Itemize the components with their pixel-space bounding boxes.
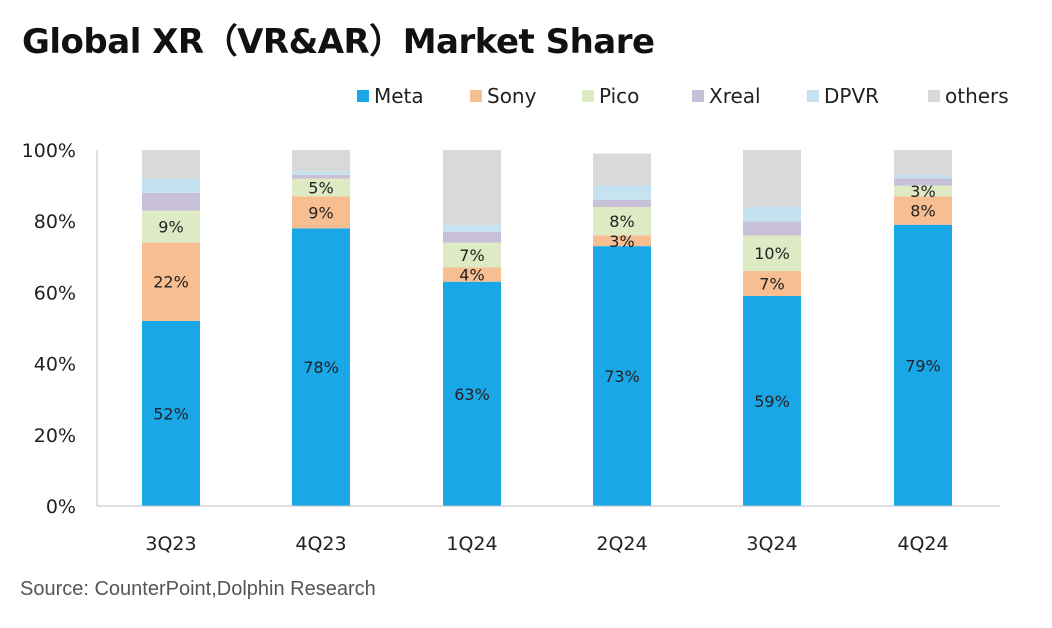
legend-item-dpvr: DPVR [807,84,879,108]
chart-title: Global XR（VR&AR）Market Share [22,22,655,62]
bar-segment-sony [894,196,952,225]
data-label-meta: 79% [905,356,941,375]
bar-segment-meta [443,281,501,506]
bar-segment-meta [593,246,651,506]
legend-label: DPVR [824,84,879,108]
bars: 52%22%9%78%9%5%63%4%7%73%3%8%59%7%10%79%… [142,150,952,506]
bar-segment-dpvr [593,185,651,200]
x-tick-label: 3Q23 [145,533,196,555]
bar-segment-pico [142,210,200,243]
bar-segment-pico [593,206,651,236]
legend-label: Sony [487,84,537,108]
bar-segment-others [292,150,350,172]
legend-label: Xreal [709,84,761,108]
legend-item-xreal: Xreal [692,84,761,108]
x-tick-label: 4Q23 [295,533,346,555]
legend-item-sony: Sony [470,84,537,108]
data-label-pico: 7% [459,246,484,265]
legend-swatch [357,90,369,102]
bar-segment-meta [292,228,350,506]
y-tick-label: 0% [46,496,76,518]
bar-stack-1q24: 63% 4%7% [443,150,501,506]
bar-segment-meta [894,224,952,506]
data-label-sony: 22% [153,273,189,292]
bar-segment-xreal [894,178,952,186]
legend-label: Meta [374,84,424,108]
y-axis: 0% 20% 40% 60% 80% 100% [22,140,98,518]
bar-stack-3q24: 59% 7% 10% [743,150,801,506]
bar-segment-xreal [593,199,651,207]
legend-label: Pico [599,84,639,108]
bar-segment-pico [743,235,801,272]
data-label-sony: 3% [609,232,634,251]
data-label-pico: 8% [609,212,634,231]
legend: Meta Sony Pico Xreal DPVR others [357,84,1009,108]
data-label-meta: 52% [153,404,189,423]
x-axis: 3Q23 4Q23 1Q24 2Q24 3Q24 4Q24 [97,505,1000,555]
legend-swatch [692,90,704,102]
bar-segment-sony [593,235,651,247]
bar-segment-dpvr [142,178,200,193]
legend-item-meta: Meta [357,84,424,108]
bar-segment-others [894,150,952,175]
bar-stack-3q23: 52% 22% 9% [142,150,200,506]
bar-segment-dpvr [443,224,501,232]
bar-segment-dpvr [292,171,350,175]
bar-segment-sony [142,242,200,321]
data-label-sony: 9% [308,203,333,222]
bar-segment-meta [142,320,200,506]
bar-segment-others [443,150,501,225]
data-label-sony: 7% [759,275,784,294]
data-label-meta: 63% [454,385,490,404]
x-tick-label: 1Q24 [446,533,497,555]
bar-segment-xreal [142,192,200,211]
data-label-pico: 10% [754,244,790,263]
data-label-sony: 4% [459,266,484,285]
bar-stack-4q23: 78% 9% 5% [292,150,350,506]
y-tick-label: 100% [22,140,76,162]
source-note: Source: CounterPoint,Dolphin Research [20,578,376,600]
bar-segment-pico [443,242,501,268]
bar-segment-sony [443,267,501,282]
y-tick-label: 60% [34,282,76,304]
bar-segment-others [593,153,651,186]
bar-segment-sony [743,271,801,296]
data-label-pico: 9% [158,218,183,237]
data-label-meta: 73% [604,367,640,386]
legend-swatch [582,90,594,102]
bar-segment-xreal [743,221,801,236]
bar-segment-pico [894,185,952,197]
bar-segment-xreal [292,174,350,179]
legend-swatch [470,90,482,102]
bar-segment-pico [292,178,350,197]
y-tick-label: 20% [34,425,76,447]
legend-swatch [928,90,940,102]
x-tick-label: 3Q24 [746,533,797,555]
data-label-pico: 3% [910,182,935,201]
bar-segment-dpvr [743,206,801,222]
legend-item-others: others [928,84,1009,108]
y-tick-label: 80% [34,211,76,233]
bar-segment-meta [743,295,801,506]
bar-segment-xreal [443,231,501,243]
x-tick-label: 4Q24 [897,533,948,555]
data-label-meta: 78% [303,358,339,377]
data-label-meta: 59% [754,392,790,411]
legend-label: others [945,84,1009,108]
bar-stack-2q24: 73% 3%8% [593,153,651,506]
legend-swatch [807,90,819,102]
y-tick-label: 40% [34,354,76,376]
bar-segment-dpvr [894,174,952,179]
data-label-pico: 5% [308,178,333,197]
bar-segment-others [142,150,200,179]
bar-segment-sony [292,196,350,229]
bar-segment-others [743,150,801,207]
bar-stack-4q24: 79% 8%3% [894,150,952,506]
data-label-sony: 8% [910,202,935,221]
legend-item-pico: Pico [582,84,639,108]
x-tick-label: 2Q24 [596,533,647,555]
